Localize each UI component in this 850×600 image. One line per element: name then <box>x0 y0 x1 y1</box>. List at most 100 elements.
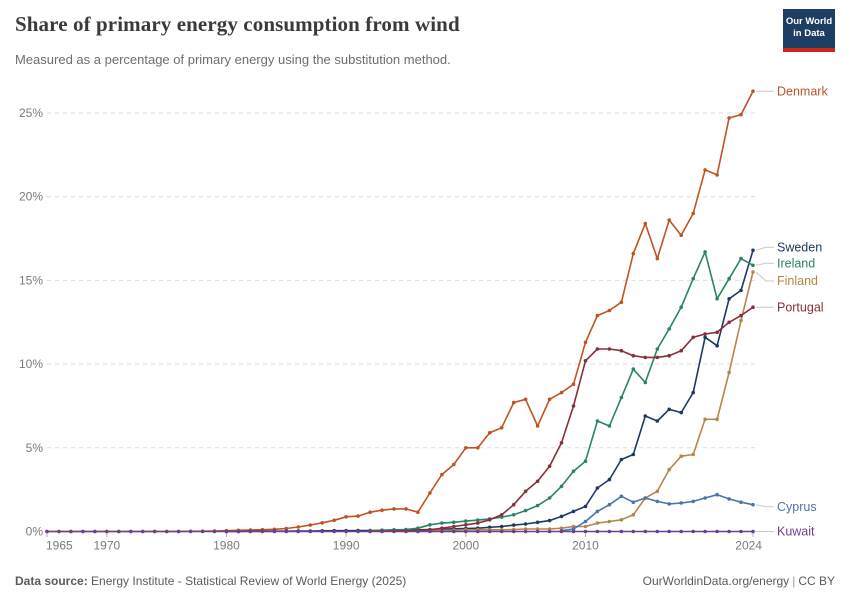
data-point <box>440 526 444 530</box>
data-point <box>464 529 468 534</box>
series-label-portugal[interactable]: Portugal <box>777 300 824 314</box>
data-point <box>631 513 636 517</box>
data-point <box>380 508 384 512</box>
data-point <box>440 529 444 534</box>
data-point <box>140 529 145 534</box>
x-axis-label-1970: 1970 <box>93 539 120 553</box>
data-point <box>655 419 660 423</box>
data-point <box>571 524 576 529</box>
data-point <box>571 527 576 531</box>
cc-by-link[interactable]: CC BY <box>798 574 835 588</box>
data-point <box>679 410 683 415</box>
data-point <box>583 459 588 464</box>
data-point <box>487 518 492 522</box>
data-point <box>667 327 671 331</box>
x-axis-label-2024: 2024 <box>735 539 762 553</box>
footer-separator: | <box>792 574 796 588</box>
data-point <box>571 382 576 387</box>
data-point <box>655 489 660 494</box>
data-point <box>571 469 576 474</box>
series-label-ireland[interactable]: Ireland <box>777 257 815 271</box>
series-label-cyprus[interactable]: Cyprus <box>777 500 817 514</box>
y-axis-label-5pct: 5% <box>26 441 44 455</box>
y-axis-label-15pct: 15% <box>19 273 43 287</box>
data-point <box>679 305 683 310</box>
series-label-kuwait[interactable]: Kuwait <box>777 525 815 539</box>
owid-logo[interactable]: Our World in Data <box>783 9 835 52</box>
data-point <box>428 529 432 534</box>
label-connector-finland <box>755 271 774 282</box>
data-point <box>667 407 671 412</box>
data-point <box>523 508 528 513</box>
data-point <box>739 288 743 293</box>
wind-share-line-chart: 0% 5% 10% 15% 20% 25% 1965 1970 1980 1990 2000 2010… <box>19 84 828 553</box>
data-point <box>368 510 372 514</box>
y-axis-label-20pct: 20% <box>19 190 43 204</box>
x-axis-label-2000: 2000 <box>452 539 479 553</box>
owid-logo-text: Our World in Data <box>783 9 835 39</box>
series-label-finland[interactable]: Finland <box>777 274 818 288</box>
data-point <box>452 529 456 534</box>
owid-url-link[interactable]: OurWorldinData.org/energy <box>642 574 790 588</box>
data-point <box>583 504 588 509</box>
data-point <box>643 529 648 534</box>
data-point <box>727 529 731 534</box>
data-point <box>739 318 743 323</box>
data-point <box>476 521 480 525</box>
data-point <box>200 529 205 534</box>
data-point <box>739 529 743 534</box>
data-point <box>727 370 731 375</box>
data-point <box>655 499 660 504</box>
series-line-sweden <box>226 250 754 533</box>
data-point <box>739 313 743 318</box>
data-point <box>631 529 636 534</box>
data-point <box>380 529 384 534</box>
data-point <box>715 529 719 534</box>
owid-logo-stripe <box>783 48 835 52</box>
data-point <box>356 529 360 534</box>
data-point <box>296 525 301 529</box>
data-point <box>595 486 600 490</box>
data-point <box>176 529 181 534</box>
data-point <box>559 484 564 489</box>
series-label-sweden[interactable]: Sweden <box>777 240 822 254</box>
data-point <box>487 430 492 435</box>
data-point <box>703 496 707 500</box>
data-point <box>212 529 217 534</box>
data-point <box>535 529 540 534</box>
data-point <box>643 221 648 226</box>
data-point <box>547 527 552 531</box>
data-point <box>452 462 456 467</box>
data-point <box>631 452 636 457</box>
data-point <box>188 529 193 534</box>
series-line-denmark <box>47 90 754 533</box>
data-point <box>308 523 313 527</box>
data-point <box>607 519 612 524</box>
data-point <box>751 305 755 310</box>
data-point <box>727 297 731 301</box>
y-axis-label-0pct: 0% <box>26 525 44 539</box>
data-point <box>404 507 408 511</box>
series-label-denmark[interactable]: Denmark <box>777 84 828 98</box>
data-point <box>595 347 600 351</box>
data-point <box>691 276 695 281</box>
data-point <box>583 340 588 345</box>
x-axis-label-1965: 1965 <box>46 539 73 553</box>
data-point <box>691 335 695 340</box>
data-point <box>332 529 337 534</box>
data-point <box>739 500 743 505</box>
data-point <box>727 116 731 120</box>
data-source-label: Data source: <box>15 574 88 588</box>
data-point <box>631 353 636 358</box>
data-point <box>583 519 588 524</box>
data-point <box>152 529 157 534</box>
data-point <box>523 527 528 531</box>
data-point <box>559 514 564 519</box>
data-point <box>69 529 73 534</box>
data-point <box>452 520 456 525</box>
series-finland: Finland <box>368 270 818 533</box>
data-point <box>452 524 456 529</box>
data-point <box>715 343 719 348</box>
data-point <box>679 529 683 534</box>
